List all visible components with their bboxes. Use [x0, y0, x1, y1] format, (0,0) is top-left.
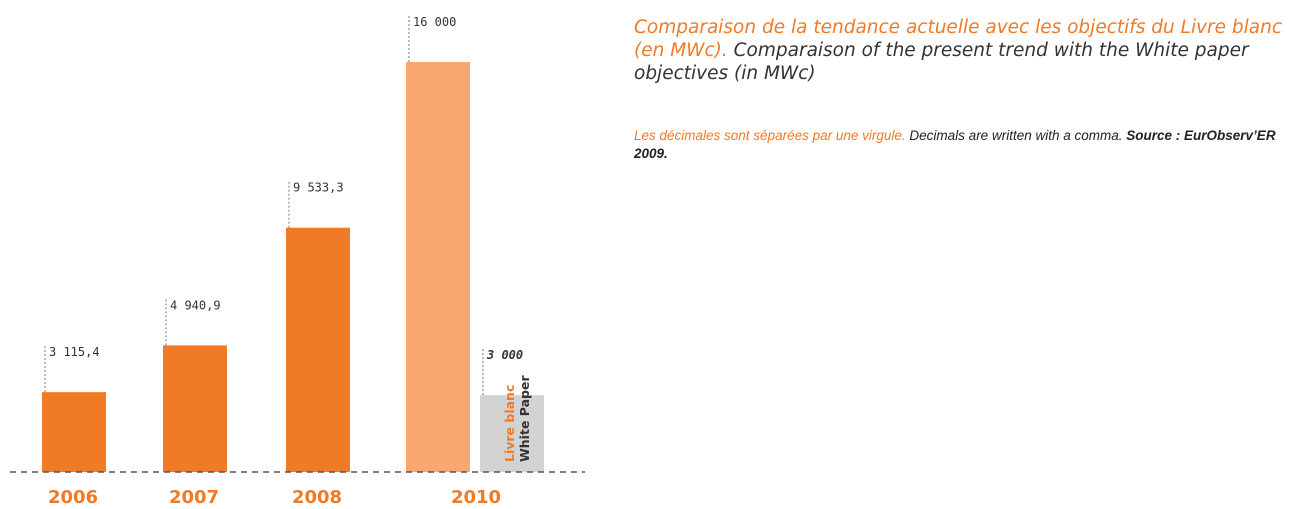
white-paper-label-fr: Livre blanc: [502, 385, 517, 462]
white-paper-label: Livre blanc White Paper: [502, 375, 532, 462]
source-prefix: Source :: [1126, 128, 1181, 143]
chart-title-fr: Comparaison de la tendance actuelle avec…: [634, 17, 1283, 61]
value-label-2006: 3 115,4: [49, 345, 100, 359]
chart-note: Les décimales sont séparées par une virg…: [634, 127, 1284, 163]
bar-2010-white-paper: [480, 395, 544, 472]
white-paper-label-en: White Paper: [517, 375, 532, 462]
note-en: Decimals are written with a comma.: [909, 128, 1123, 143]
bar-2007: [163, 345, 227, 472]
value-label-2010-white-paper: 3 000: [486, 348, 523, 362]
x-axis-labels: 2006 2007 2008 2010: [48, 487, 501, 508]
chart-title-en: Comparaison of the present trend with th…: [634, 40, 1249, 84]
bars-layer: [42, 62, 544, 472]
value-label-2008: 9 533,3: [293, 181, 344, 195]
x-label-2008: 2008: [292, 487, 342, 508]
x-label-2010: 2010: [451, 487, 501, 508]
note-fr: Les décimales sont séparées par une virg…: [634, 128, 906, 143]
bar-2010: [406, 62, 470, 472]
bar-2008: [286, 227, 350, 472]
value-label-2007: 4 940,9: [170, 298, 221, 312]
bar-2006: [42, 392, 106, 472]
x-label-2007: 2007: [169, 487, 219, 508]
labels-layer: 3 115,4 4 940,9 9 533,3 16 000 3 000: [44, 15, 523, 396]
chart-title: Comparaison de la tendance actuelle avec…: [634, 16, 1289, 85]
source-name: EurObserv’ER 2009.: [634, 128, 1276, 161]
x-label-2006: 2006: [48, 487, 98, 508]
value-label-2010: 16 000: [413, 15, 456, 29]
